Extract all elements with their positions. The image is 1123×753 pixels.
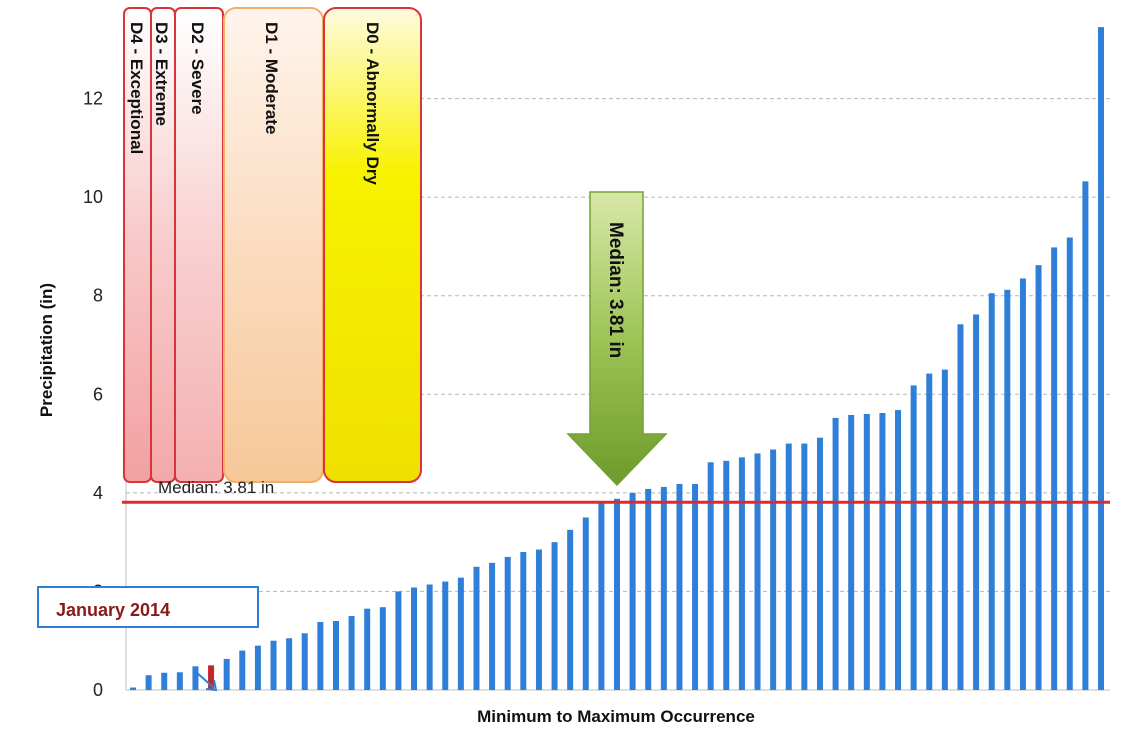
bar	[473, 566, 480, 690]
bar	[286, 638, 293, 690]
y-tick-label: 10	[83, 187, 103, 207]
bar	[457, 577, 464, 690]
bar	[988, 293, 995, 690]
y-tick-label: 0	[93, 680, 103, 700]
bar	[879, 413, 886, 690]
bar	[770, 449, 777, 690]
bar	[130, 687, 136, 690]
bar	[379, 607, 386, 690]
median-arrow-label: Median: 3.81 in	[605, 222, 626, 358]
bar	[1098, 27, 1104, 691]
bar	[1035, 265, 1042, 690]
bar	[270, 640, 277, 690]
bar	[832, 417, 839, 690]
bar	[629, 492, 636, 690]
median-line-label: Median: 3.81 in	[158, 478, 274, 497]
bar	[1051, 247, 1058, 690]
bar	[598, 501, 605, 690]
bar	[816, 437, 823, 690]
category-box-d0	[323, 7, 422, 483]
bar	[364, 608, 371, 690]
bar	[1066, 237, 1073, 690]
bars	[130, 27, 1104, 691]
bar	[582, 517, 589, 690]
bar	[1019, 278, 1026, 690]
bar	[489, 562, 496, 690]
bar	[660, 486, 667, 690]
bar	[801, 443, 808, 690]
bar	[161, 672, 168, 690]
y-tick-label: 12	[83, 89, 103, 109]
category-label-d0: D0 - Abnormally Dry	[363, 22, 382, 185]
bar	[520, 552, 527, 690]
bar	[738, 457, 745, 690]
y-tick-label: 6	[93, 384, 103, 404]
bar	[1004, 289, 1011, 690]
bar	[848, 414, 855, 690]
x-axis-title: Minimum to Maximum Occurrence	[477, 707, 755, 726]
bar	[614, 498, 620, 690]
y-tick-label: 4	[93, 483, 103, 503]
bar	[785, 443, 792, 690]
bar	[223, 658, 230, 690]
median-arrow: Median: 3.81 in	[566, 191, 668, 487]
bar	[254, 645, 261, 690]
bar	[863, 414, 870, 690]
bar	[145, 675, 152, 690]
y-axis-title: Precipitation (in)	[37, 283, 56, 417]
bar	[332, 621, 339, 690]
bar	[239, 650, 246, 690]
bar	[426, 584, 433, 690]
bar	[348, 616, 355, 690]
bar	[754, 453, 761, 690]
bar	[535, 549, 542, 690]
bar	[567, 529, 574, 690]
callout-label: January 2014	[56, 600, 170, 620]
bar	[926, 373, 933, 690]
drought-categories: D4 - Exceptional D3 - Extreme D2 - Sever…	[123, 7, 422, 483]
bar	[395, 591, 402, 690]
bar	[941, 369, 948, 690]
bar	[176, 672, 183, 690]
bar	[1082, 181, 1089, 690]
callout-pointer	[195, 671, 215, 689]
bar	[645, 488, 652, 690]
bar	[723, 460, 730, 690]
bar	[192, 666, 199, 690]
y-tick-label: 8	[93, 286, 103, 306]
bar	[910, 385, 917, 690]
bar	[676, 483, 683, 690]
callout-pointer-head	[205, 679, 218, 692]
bar	[895, 410, 902, 690]
bar	[551, 542, 558, 690]
bar	[957, 324, 964, 690]
bar	[301, 633, 308, 690]
callout-box	[37, 586, 259, 628]
bar	[692, 483, 699, 690]
category-label-d4: D4 - Exceptional	[127, 22, 146, 154]
bar	[442, 581, 449, 690]
bar	[317, 621, 324, 690]
category-label-d1: D1 - Moderate	[262, 22, 281, 134]
bar	[707, 462, 714, 690]
category-label-d3: D3 - Extreme	[152, 22, 171, 126]
bar	[504, 556, 511, 690]
median-arrow-shape	[566, 191, 668, 487]
bar	[411, 587, 418, 690]
category-label-d2: D2 - Severe	[188, 22, 207, 115]
january-2014-callout: January 2014	[37, 586, 259, 692]
bar-highlighted	[208, 665, 215, 690]
